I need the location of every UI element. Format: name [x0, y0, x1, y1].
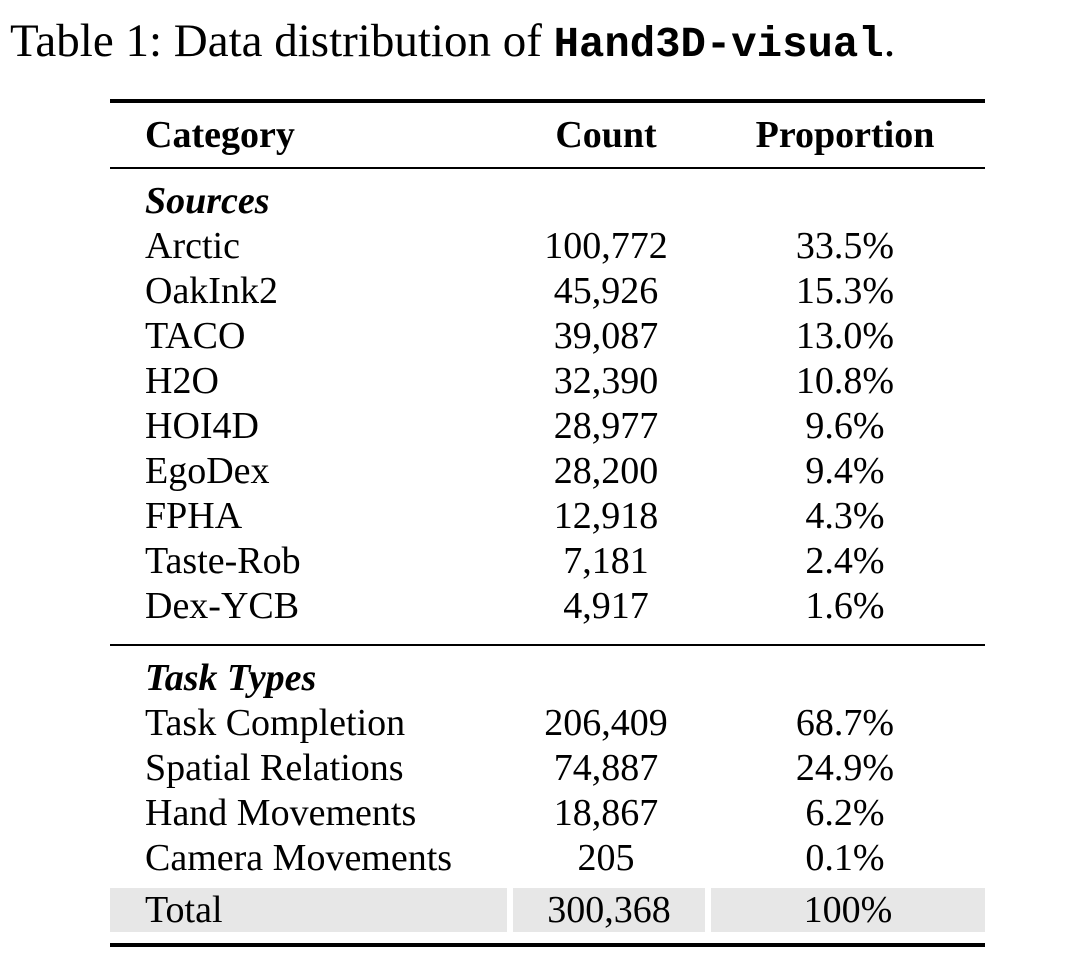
category-cell: HOI4D	[145, 405, 259, 447]
section-header-row: Sources	[110, 179, 985, 224]
table-row: OakInk2 45,926 15.3%	[110, 269, 985, 314]
proportion-cell: 0.1%	[805, 837, 885, 879]
proportion-cell: 13.0%	[795, 315, 895, 357]
table-row: HOI4D 28,977 9.6%	[110, 404, 985, 449]
total-row: Total 300,368 100%	[110, 888, 985, 932]
section-header-row: Task Types	[110, 656, 985, 701]
count-cell: 7,181	[563, 540, 649, 582]
proportion-cell: 33.5%	[795, 225, 895, 267]
category-cell: Taste-Rob	[145, 540, 301, 582]
proportion-cell: 2.4%	[805, 540, 885, 582]
table-row: Task Completion 206,409 68.7%	[110, 701, 985, 746]
count-cell: 205	[577, 837, 635, 879]
table-row: TACO 39,087 13.0%	[110, 314, 985, 359]
table-caption: Table 1: Data distribution of Hand3D-vis…	[10, 14, 895, 69]
category-cell: Arctic	[145, 225, 240, 267]
proportion-cell: 6.2%	[805, 792, 885, 834]
table-row: Dex-YCB 4,917 1.6%	[110, 584, 985, 629]
section-label-sources: Sources	[145, 180, 270, 222]
table-header-row: Category Count Proportion	[110, 103, 985, 167]
count-cell: 28,200	[553, 450, 659, 492]
proportion-cell: 24.9%	[795, 747, 895, 789]
proportion-cell: 9.4%	[805, 450, 885, 492]
category-cell: Camera Movements	[145, 837, 453, 879]
section-label-task-types: Task Types	[145, 657, 317, 699]
total-proportion-cell: 100%	[705, 888, 985, 932]
count-cell: 45,926	[553, 270, 659, 312]
header-count: Count	[555, 114, 657, 156]
proportion-cell: 68.7%	[795, 702, 895, 744]
count-cell: 4,917	[563, 585, 649, 627]
header-category: Category	[145, 114, 295, 156]
table-row: Arctic 100,772 33.5%	[110, 224, 985, 269]
table-row: Hand Movements 18,867 6.2%	[110, 791, 985, 836]
proportion-cell: 15.3%	[795, 270, 895, 312]
header-proportion: Proportion	[755, 114, 935, 156]
total-label-cell: Total	[110, 888, 507, 932]
count-cell: 12,918	[553, 495, 659, 537]
category-cell: Hand Movements	[145, 792, 417, 834]
data-table: Category Count Proportion Sources Arctic…	[110, 99, 985, 947]
category-cell: OakInk2	[145, 270, 278, 312]
count-cell: 28,977	[553, 405, 659, 447]
dataset-name: Hand3D-visual	[553, 21, 884, 69]
header-rule	[110, 167, 985, 169]
proportion-cell: 1.6%	[805, 585, 885, 627]
category-cell: Dex-YCB	[145, 585, 300, 627]
count-cell: 18,867	[553, 792, 659, 834]
proportion-cell: 10.8%	[795, 360, 895, 402]
caption-period: .	[883, 15, 896, 67]
task-types-section: Task Types Task Completion 206,409 68.7%…	[110, 646, 985, 881]
count-cell: 39,087	[553, 315, 659, 357]
count-cell: 32,390	[553, 360, 659, 402]
table-row: H2O 32,390 10.8%	[110, 359, 985, 404]
mid-rule	[110, 644, 985, 646]
count-cell: 74,887	[553, 747, 659, 789]
count-cell: 100,772	[544, 225, 668, 267]
category-cell: FPHA	[145, 495, 243, 537]
table-row: Spatial Relations 74,887 24.9%	[110, 746, 985, 791]
table-row: EgoDex 28,200 9.4%	[110, 449, 985, 494]
total-count-cell: 300,368	[507, 888, 705, 932]
proportion-cell: 4.3%	[805, 495, 885, 537]
sources-section: Sources Arctic 100,772 33.5% OakInk2 45,…	[110, 169, 985, 644]
table-row: FPHA 12,918 4.3%	[110, 494, 985, 539]
table-top-rule	[110, 99, 985, 103]
category-cell: H2O	[145, 360, 219, 402]
caption-prefix: Table 1: Data distribution of	[10, 15, 554, 67]
category-cell: EgoDex	[145, 450, 270, 492]
proportion-cell: 9.6%	[805, 405, 885, 447]
category-cell: Task Completion	[145, 702, 406, 744]
category-cell: TACO	[145, 315, 246, 357]
table-row: Camera Movements 205 0.1%	[110, 836, 985, 881]
bottom-spacer	[110, 932, 985, 943]
category-cell: Spatial Relations	[145, 747, 404, 789]
table-row: Taste-Rob 7,181 2.4%	[110, 539, 985, 584]
table-bottom-rule	[110, 943, 985, 947]
count-cell: 206,409	[544, 702, 668, 744]
